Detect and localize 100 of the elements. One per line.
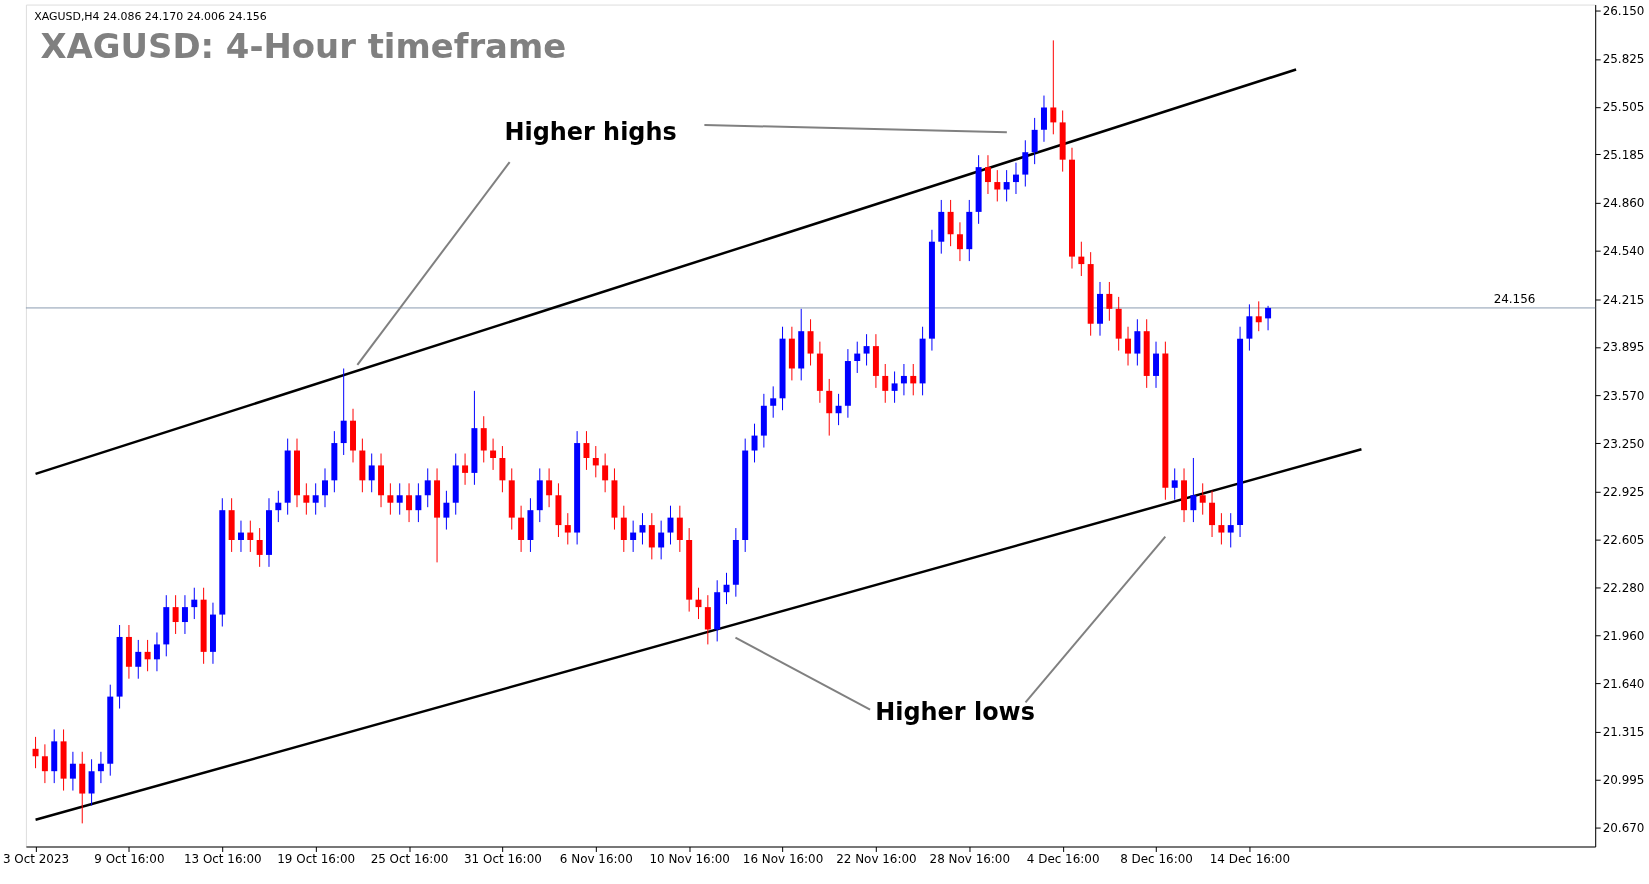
candlestick — [807, 318, 814, 366]
candlestick — [256, 527, 263, 568]
candlestick — [396, 482, 403, 516]
y-tick-label: 22.925 — [1602, 485, 1645, 500]
candlestick — [1227, 512, 1234, 548]
y-tick-label: 26.150 — [1602, 4, 1645, 19]
candlestick — [340, 367, 347, 456]
x-tick-label: 4 Dec 16:00 — [1026, 851, 1100, 866]
candlestick — [247, 520, 254, 553]
candlestick — [387, 482, 394, 516]
candlestick — [956, 221, 963, 262]
candlestick — [854, 341, 861, 374]
candlestick — [135, 639, 142, 680]
candlestick — [1022, 139, 1029, 188]
candlestick — [88, 758, 95, 806]
x-tick-label: 28 Nov 16:00 — [929, 851, 1011, 866]
candlestick — [994, 169, 1001, 202]
x-tick-label: 22 Nov 16:00 — [836, 851, 917, 866]
candlestick — [32, 736, 39, 769]
y-tick-label: 24.215 — [1602, 292, 1645, 307]
y-tick-label: 24.540 — [1602, 244, 1645, 259]
candlestick — [322, 467, 328, 508]
candlestick — [658, 520, 665, 560]
candlestick — [891, 370, 898, 404]
y-tick-label: 25.825 — [1602, 52, 1645, 67]
candlestick — [723, 572, 730, 605]
candlestick — [41, 743, 48, 784]
candlestick — [947, 199, 954, 247]
candlestick — [153, 631, 160, 672]
y-tick-label: 22.605 — [1602, 532, 1645, 547]
candlestick — [1246, 303, 1253, 352]
candlestick — [303, 482, 310, 516]
x-tick-label: 8 Dec 16:00 — [1120, 851, 1193, 866]
candlestick — [1255, 300, 1262, 332]
y-tick-label: 23.895 — [1602, 340, 1645, 355]
x-tick-label: 13 Oct 16:00 — [183, 851, 262, 866]
candlestick — [676, 505, 683, 553]
x-tick-label: 31 Oct 16:00 — [464, 851, 542, 866]
y-tick-label: 25.505 — [1602, 100, 1645, 115]
candlestick — [639, 512, 646, 545]
candlestick — [1040, 95, 1047, 143]
candlestick — [312, 482, 319, 516]
y-tick-label: 23.250 — [1602, 436, 1645, 451]
candlestick — [1106, 281, 1113, 322]
candlestick — [97, 751, 104, 784]
candlestick — [1209, 490, 1216, 538]
candlestick — [630, 520, 637, 553]
candlestick — [406, 482, 413, 523]
x-tick-label: 6 Nov 16:00 — [559, 851, 633, 866]
candlestick — [564, 512, 571, 545]
candlestick — [910, 363, 917, 396]
candlestick — [863, 333, 870, 366]
x-tick-label: 10 Nov 16:00 — [649, 851, 730, 866]
candlestick — [1190, 457, 1197, 523]
annotation: XAGUSD,H4 24.086 24.170 24.006 24.156 — [34, 9, 267, 23]
y-tick-label: 20.995 — [1602, 772, 1645, 787]
candlestick — [583, 430, 590, 471]
x-tick-label: 14 Dec 16:00 — [1209, 851, 1291, 866]
candlestick — [424, 467, 431, 508]
y-tick-label: 22.280 — [1602, 581, 1645, 596]
y-tick-label: 20.670 — [1602, 821, 1645, 836]
candlestick — [882, 363, 889, 404]
y-tick-label: 23.570 — [1602, 388, 1645, 403]
candlestick — [172, 594, 179, 635]
candlestick — [1078, 241, 1085, 277]
candlestick — [1125, 326, 1132, 366]
candlestick — [462, 453, 469, 486]
candlestick — [69, 751, 76, 792]
x-tick-label: 19 Oct 16:00 — [277, 851, 356, 866]
annotation: Higher lows — [875, 697, 1035, 726]
candlestick — [1153, 341, 1160, 389]
candlestick — [144, 639, 151, 672]
candlestick — [499, 445, 506, 493]
y-tick-label: 25.185 — [1602, 147, 1645, 162]
x-tick-label: 25 Oct 16:00 — [370, 851, 449, 866]
candlestick — [835, 393, 842, 426]
candlestick — [984, 154, 991, 195]
y-tick-label: 24.860 — [1602, 196, 1645, 211]
candlestick — [704, 594, 711, 645]
text: XAGUSD: 4-Hour timeframe — [40, 26, 567, 66]
candlestick — [1199, 482, 1206, 516]
candlestick — [443, 490, 450, 531]
x-tick-label: 9 Oct 16:00 — [94, 851, 165, 866]
candlestick — [490, 438, 497, 471]
candlestick — [1171, 467, 1178, 501]
candlestick — [592, 445, 599, 478]
candlestick — [275, 490, 282, 523]
y-tick-label: 21.315 — [1602, 725, 1645, 740]
candlestick — [1031, 117, 1038, 165]
candlestick — [826, 378, 833, 437]
candlestick — [181, 594, 188, 635]
x-tick-label: 3 Oct 2023 — [2, 851, 70, 866]
candlestick — [480, 415, 487, 463]
candlestick — [1050, 39, 1057, 135]
candlestick — [368, 453, 375, 493]
candlestick — [237, 520, 244, 553]
candlestick — [751, 423, 758, 463]
candlestick — [546, 467, 553, 508]
candlestick — [648, 512, 655, 560]
candlestick — [770, 385, 777, 419]
